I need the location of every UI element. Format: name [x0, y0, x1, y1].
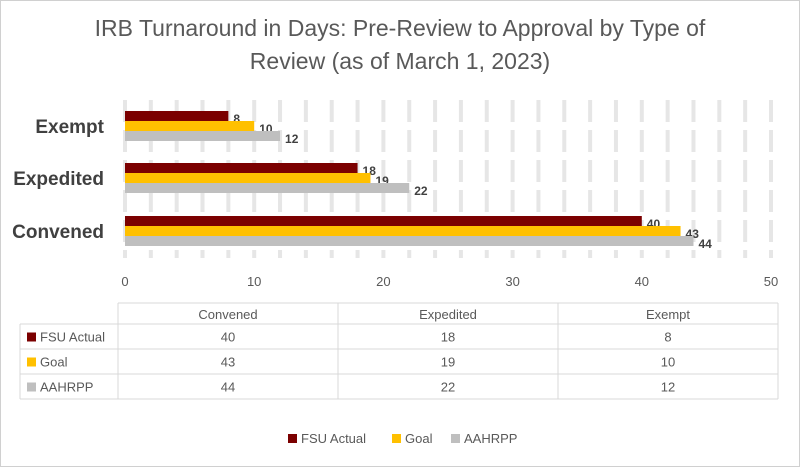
table-column-header: Convened	[198, 307, 257, 322]
table-cell: 44	[221, 380, 235, 395]
chart-title-line-2: Review (as of March 1, 2023)	[249, 48, 551, 74]
legend-swatch	[451, 434, 460, 443]
table-legend-key	[27, 357, 36, 367]
legend-label: AAHRPP	[464, 431, 517, 446]
x-tick-label: 0	[121, 274, 128, 289]
bar	[125, 216, 642, 226]
category-label: Convened	[12, 222, 104, 243]
x-tick-label: 20	[376, 274, 390, 289]
bar	[125, 163, 358, 173]
legend-swatch	[392, 434, 401, 443]
data-label: 22	[414, 184, 428, 198]
data-label: 8	[233, 112, 240, 126]
x-tick-label: 40	[635, 274, 649, 289]
table-legend-key	[27, 382, 36, 392]
bar	[125, 111, 229, 121]
table-row-label: FSU Actual	[40, 330, 105, 345]
table-column-header: Expedited	[419, 307, 477, 322]
category-label: Expedited	[13, 169, 104, 190]
bar	[125, 131, 281, 141]
bar	[125, 173, 371, 183]
legend-label: FSU Actual	[301, 431, 366, 446]
table-cell: 10	[661, 355, 675, 370]
x-tick-label: 30	[505, 274, 519, 289]
legend-label: Goal	[405, 431, 433, 446]
legend-swatch	[288, 434, 297, 443]
table-cell: 18	[441, 330, 455, 345]
table-cell: 8	[664, 330, 671, 345]
category-label: Exempt	[35, 117, 104, 138]
bar	[125, 226, 681, 236]
table-legend-key	[27, 332, 36, 342]
bar	[125, 236, 694, 246]
bar	[125, 183, 410, 193]
table-column-header: Exempt	[646, 307, 690, 322]
table-cell: 12	[661, 380, 675, 395]
x-tick-label: 10	[247, 274, 261, 289]
table-cell: 19	[441, 355, 455, 370]
data-label: 44	[698, 237, 712, 251]
x-tick-label: 50	[764, 274, 778, 289]
table-cell: 40	[221, 330, 235, 345]
table-cell: 43	[221, 355, 235, 370]
table-cell: 22	[441, 380, 455, 395]
chart-title: IRB Turnaround in Days: Pre-Review to Ap…	[0, 12, 800, 78]
data-label: 12	[285, 132, 299, 146]
table-row-label: AAHRPP	[40, 380, 93, 395]
chart-title-line-1: IRB Turnaround in Days: Pre-Review to Ap…	[94, 15, 706, 41]
bar	[125, 121, 255, 131]
table-row-label: Goal	[40, 355, 68, 370]
